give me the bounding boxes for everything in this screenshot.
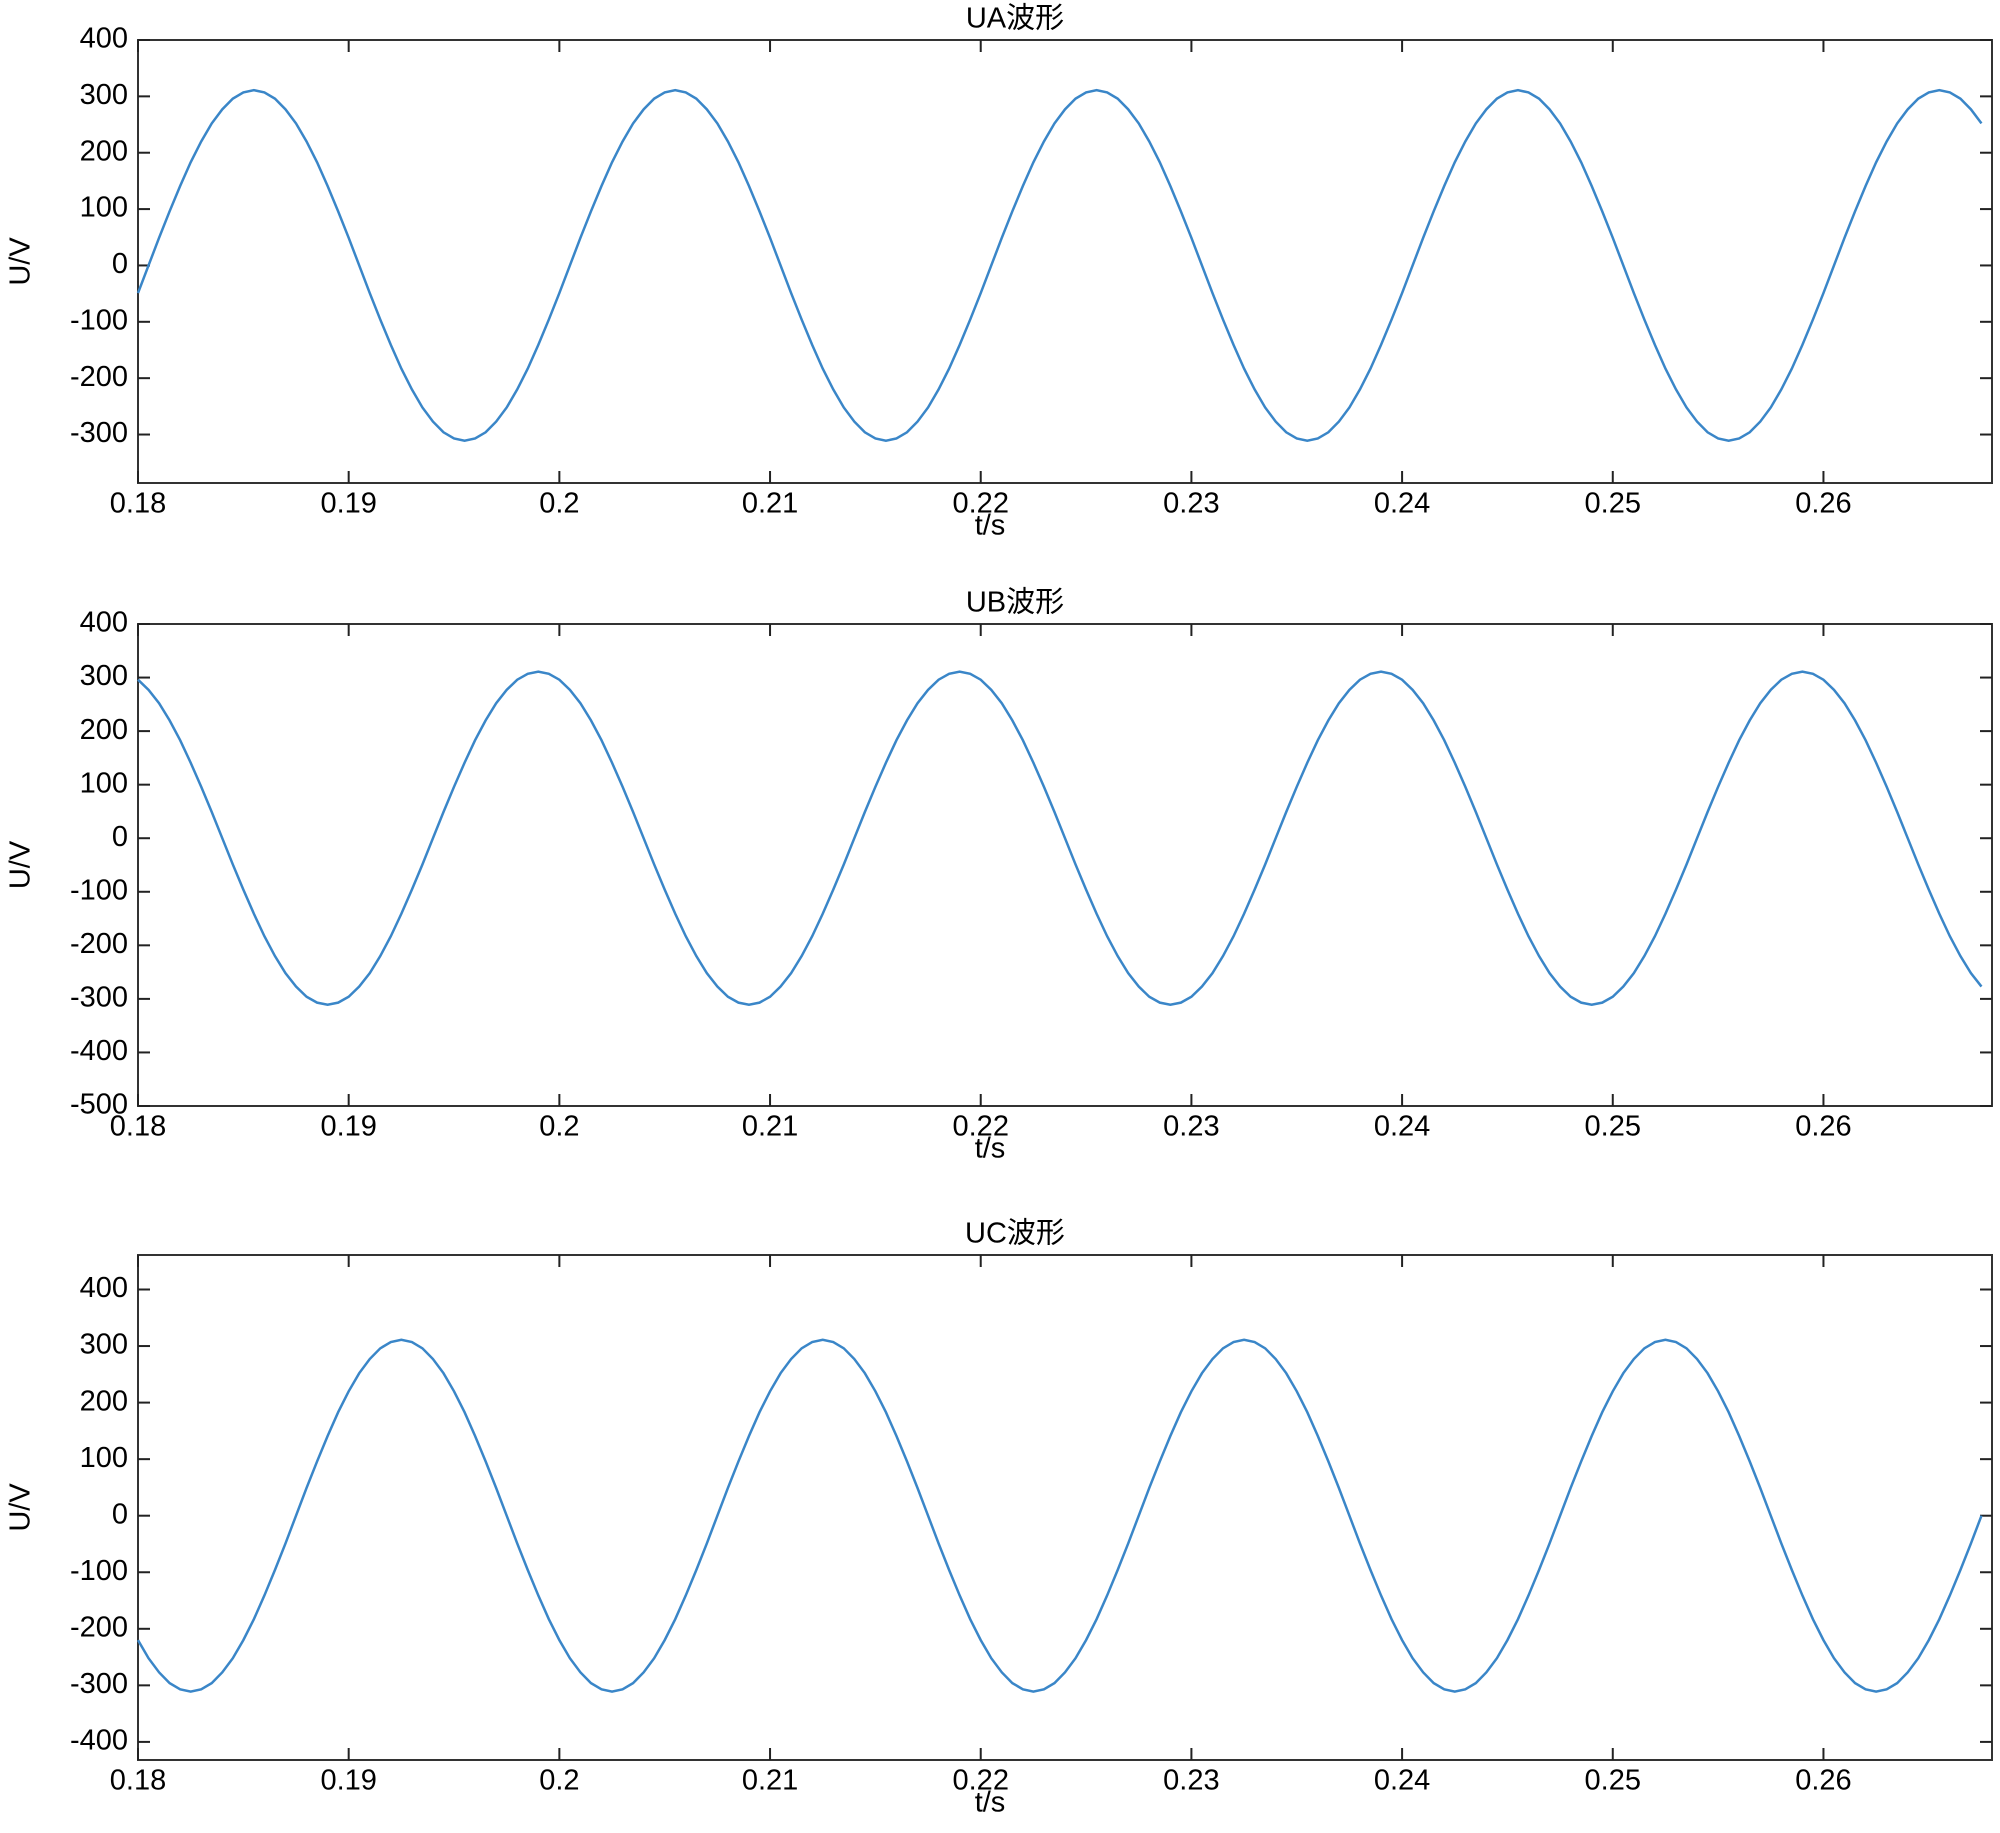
x-tick-label: 0.26 [1795,1765,1851,1797]
y-tick-label: -300 [70,1668,128,1700]
y-tick-label: -100 [70,304,128,336]
y-tick-label: 200 [80,1385,128,1417]
x-tick-label: 0.18 [110,488,166,520]
x-tick-label: 0.19 [320,488,376,520]
chart-title: UA波形 [966,2,1064,35]
y-tick-label: -200 [70,1611,128,1643]
y-tick-label: 400 [80,1272,128,1304]
y-tick-label: 300 [80,660,128,692]
x-tick-label: 0.22 [953,1765,1009,1797]
y-tick-label: 400 [80,607,128,639]
x-tick-label: 0.26 [1795,488,1851,520]
y-axis-label: U/V [5,237,37,286]
y-tick-label: 400 [80,23,128,55]
x-tick-label: 0.18 [110,1765,166,1797]
chart-title: UC波形 [965,1217,1065,1250]
x-tick-label: 0.22 [953,488,1009,520]
x-tick-label: 0.19 [320,1765,376,1797]
x-tick-label: 0.21 [742,1111,798,1143]
y-tick-label: -400 [70,1725,128,1757]
x-tick-label: 0.23 [1163,1765,1219,1797]
y-tick-label: 200 [80,135,128,167]
x-axis-label: t/s [975,1133,1006,1165]
y-axis-label: U/V [5,840,37,889]
x-tick-label: 0.2 [539,1765,579,1797]
y-tick-label: 100 [80,192,128,224]
y-tick-label: -500 [70,1089,128,1121]
y-tick-label: -300 [70,417,128,449]
x-tick-label: 0.23 [1163,488,1219,520]
waveform [137,670,1983,1007]
y-tick-label: 300 [80,1329,128,1361]
y-tick-label: 0 [112,1498,128,1530]
x-axis-label: t/s [975,510,1006,542]
x-tick-label: 0.26 [1795,1111,1851,1143]
y-tick-label: -200 [70,361,128,393]
plot-frame [137,623,1993,1107]
x-tick-label: 0.25 [1585,1111,1641,1143]
x-tick-label: 0.24 [1374,488,1430,520]
y-tick-label: -100 [70,874,128,906]
y-tick-label: -400 [70,1035,128,1067]
x-tick-label: 0.25 [1585,488,1641,520]
plot-frame [137,39,1993,484]
plot-frame [137,1254,1993,1761]
x-tick-label: 0.21 [742,488,798,520]
y-tick-label: 0 [112,821,128,853]
x-axis-label: t/s [975,1787,1006,1819]
waveform [136,88,1983,443]
x-tick-label: 0.2 [539,488,579,520]
y-tick-label: 300 [80,79,128,111]
y-tick-label: 100 [80,767,128,799]
chart-title: UB波形 [966,586,1064,619]
x-tick-label: 0.18 [110,1111,166,1143]
x-tick-label: 0.19 [320,1111,376,1143]
x-tick-label: 0.24 [1374,1765,1430,1797]
x-tick-label: 0.24 [1374,1111,1430,1143]
x-tick-label: 0.25 [1585,1765,1641,1797]
y-tick-label: -100 [70,1555,128,1587]
y-tick-label: 200 [80,714,128,746]
y-tick-label: 0 [112,248,128,280]
y-tick-label: -200 [70,928,128,960]
x-tick-label: 0.23 [1163,1111,1219,1143]
y-tick-label: -300 [70,982,128,1014]
x-tick-label: 0.22 [953,1111,1009,1143]
y-tick-label: 100 [80,1442,128,1474]
y-axis-label: U/V [5,1483,37,1532]
waveform [136,1338,1983,1693]
x-tick-label: 0.21 [742,1765,798,1797]
x-tick-label: 0.2 [539,1111,579,1143]
